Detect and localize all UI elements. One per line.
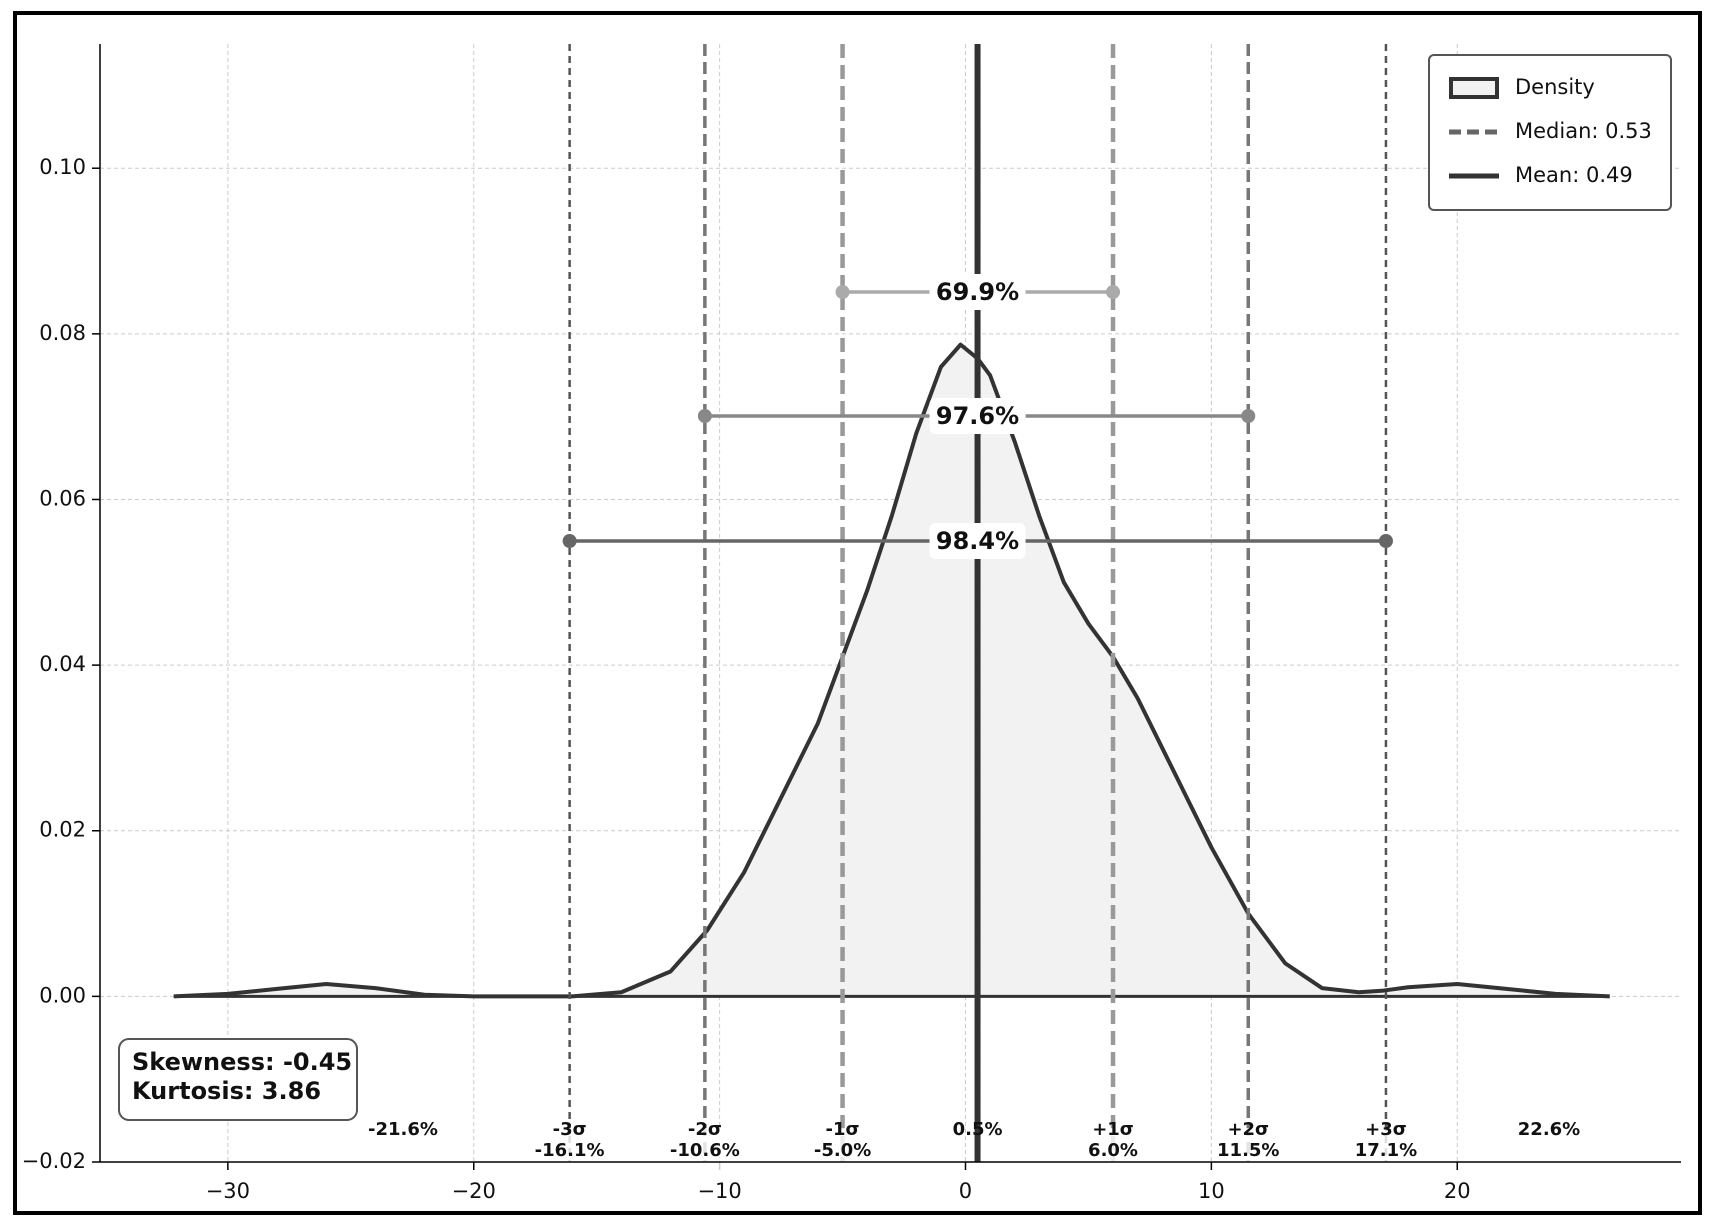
- sigma-name: -2σ: [688, 1119, 722, 1140]
- y-tick-label: 0.10: [39, 155, 86, 179]
- range-end: [562, 534, 577, 548]
- sigma-value-label: 17.1%: [1355, 1140, 1417, 1161]
- y-tick-label: 0.08: [39, 321, 86, 345]
- x-tick-label: −10: [697, 1179, 741, 1203]
- range-end: [1241, 409, 1256, 423]
- range-label: 69.9%: [936, 278, 1019, 306]
- tail-label: 22.6%: [1518, 1119, 1580, 1140]
- x-tick-label: −30: [206, 1179, 250, 1203]
- x-tick-label: 0: [959, 1179, 972, 1203]
- legend-swatch: [1449, 77, 1499, 99]
- range-end: [697, 409, 712, 423]
- sigma-name: -1σ: [826, 1119, 860, 1140]
- legend-label: Mean: 0.49: [1515, 163, 1633, 187]
- range-end: [1106, 285, 1121, 299]
- x-tick-label: −20: [452, 1179, 496, 1203]
- range-label: 98.4%: [936, 527, 1019, 555]
- sigma-value-label: 11.5%: [1217, 1140, 1279, 1161]
- range-label-bg: [929, 398, 1026, 434]
- sigma-name: +1σ: [1092, 1119, 1134, 1140]
- stats-box: [118, 1038, 358, 1121]
- sigma-label-bg: [1079, 1128, 1148, 1172]
- y-tick-label: −0.02: [22, 1149, 86, 1173]
- sigma-name: +2σ: [1227, 1119, 1269, 1140]
- legend-label: Median: 0.53: [1515, 119, 1652, 143]
- y-tick-label: 0.00: [39, 983, 86, 1007]
- sigma-value-label: -16.1%: [535, 1140, 605, 1161]
- sigma-label-bg: [535, 1128, 604, 1172]
- sigma-value-label: 6.0%: [1088, 1140, 1138, 1161]
- x-tick-label: 20: [1444, 1179, 1471, 1203]
- range-end: [835, 285, 850, 299]
- sigma-label-bg: [1351, 1128, 1420, 1172]
- range-end: [1378, 534, 1393, 548]
- y-tick-label: 0.04: [39, 652, 86, 676]
- range-label-bg: [929, 274, 1026, 310]
- stats-text: Kurtosis: 3.86: [132, 1077, 321, 1105]
- sigma-name: -3σ: [553, 1119, 587, 1140]
- density-area: [173, 344, 1610, 997]
- y-tick-label: 0.06: [39, 486, 86, 510]
- sigma-label-bg: [808, 1128, 877, 1172]
- sigma-value-label: -5.0%: [814, 1140, 871, 1161]
- tail-label: -21.6%: [368, 1119, 438, 1140]
- sigma-label-bg: [670, 1128, 739, 1172]
- sigma-value-label: -10.6%: [670, 1140, 740, 1161]
- y-tick-label: 0.02: [39, 818, 86, 842]
- sigma-name: +3σ: [1365, 1119, 1407, 1140]
- range-label-bg: [929, 523, 1026, 559]
- stats-text: Skewness: -0.45: [132, 1048, 352, 1076]
- x-tick-label: 10: [1198, 1179, 1225, 1203]
- sigma-label-bg: [1214, 1128, 1283, 1172]
- frame: [13, 11, 1702, 1215]
- mean-value-label: 0.5%: [953, 1119, 1003, 1140]
- legend-label: Density: [1515, 75, 1595, 99]
- range-label: 97.6%: [936, 402, 1019, 430]
